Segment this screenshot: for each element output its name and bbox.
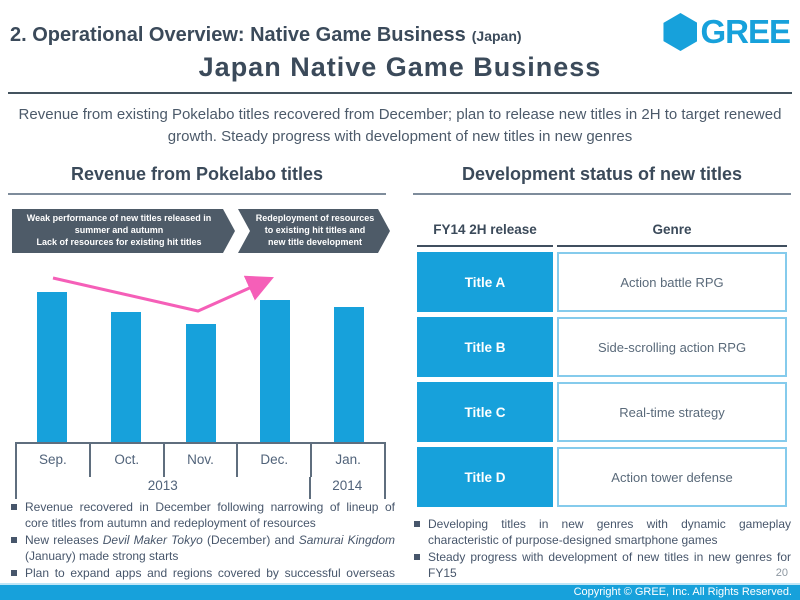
trend-arrow-icon xyxy=(52,275,274,313)
bullet-text: (December) and xyxy=(202,533,299,548)
month-label: Nov. xyxy=(165,444,239,477)
month-label: Jan. xyxy=(335,452,361,467)
left-section-title: Revenue from Pokelabo titles xyxy=(8,164,386,195)
game-title-italic: Samurai Kingdom xyxy=(298,533,395,548)
game-title-italic: Devil Maker Tokyo xyxy=(102,533,203,548)
slide-kicker: 2. Operational Overview: Native Game Bus… xyxy=(10,24,522,47)
x-axis: Sep. Oct. Nov. Dec. Jan. 2013 2014 xyxy=(15,442,386,499)
table-header-row: FY14 2H release Genre xyxy=(417,216,787,247)
kicker-text: 2. Operational Overview: Native Game Bus… xyxy=(10,24,466,46)
bar-group xyxy=(15,265,386,442)
revenue-bar-chart xyxy=(15,265,386,442)
year-label-2014: 2014 xyxy=(332,478,363,493)
table-row: Title C Real-time strategy xyxy=(417,382,787,442)
kicker-suffix: (Japan) xyxy=(471,28,522,44)
table-row: Title A Action battle RPG xyxy=(417,252,787,312)
copyright-bar: Copyright © GREE, Inc. All Rights Reserv… xyxy=(0,583,800,600)
month-label: Oct. xyxy=(91,444,165,477)
page-title: Japan Native Game Business xyxy=(198,52,602,82)
bullet-item: Revenue recovered in December following … xyxy=(10,500,395,531)
genre-cell: Real-time strategy xyxy=(557,382,787,442)
genre-cell: Side-scrolling action RPG xyxy=(557,317,787,377)
new-titles-table: FY14 2H release Genre Title A Action bat… xyxy=(417,216,787,507)
right-bullet-list: Developing titles in new genres with dyn… xyxy=(413,517,791,583)
column-header-release: FY14 2H release xyxy=(417,216,553,247)
bar-oct xyxy=(111,311,142,442)
cause-box: Weak performance of new titles released … xyxy=(12,209,235,253)
cause-line-2: Lack of resources for existing hit title… xyxy=(36,236,202,247)
year-label-2013: 2013 xyxy=(17,477,311,499)
bar-dec xyxy=(259,299,290,442)
lead-paragraph: Revenue from existing Pokelabo titles re… xyxy=(18,106,782,145)
right-section-title: Development status of new titles xyxy=(413,164,791,195)
page-number: 20 xyxy=(775,567,788,579)
genre-cell: Action tower defense xyxy=(557,447,787,507)
bullet-text: Revenue recovered in December following … xyxy=(25,500,395,530)
bullet-item: Steady progress with development of new … xyxy=(413,550,791,581)
title-divider xyxy=(8,92,792,94)
bar-jan xyxy=(333,307,364,442)
effect-text: Redeployment of resources to existing hi… xyxy=(255,213,375,247)
bullet-text: Steady progress with development of new … xyxy=(428,550,791,580)
table-row: Title D Action tower defense xyxy=(417,447,787,507)
genre-cell: Action battle RPG xyxy=(557,252,787,312)
logo-text: GREE xyxy=(700,13,791,50)
effect-arrow-box: Redeployment of resources to existing hi… xyxy=(238,209,390,253)
month-label: Dec. xyxy=(238,444,313,477)
title-cell: Title B xyxy=(417,317,553,377)
cause-effect-banner: Weak performance of new titles released … xyxy=(12,209,390,253)
title-cell: Title C xyxy=(417,382,553,442)
month-label: Sep. xyxy=(17,444,91,477)
month-labels: Sep. Oct. Nov. Dec. Jan. xyxy=(17,442,384,477)
title-cell: Title A xyxy=(417,252,553,312)
bullet-text: Developing titles in new genres with dyn… xyxy=(428,517,791,547)
hexagon-icon xyxy=(663,13,698,51)
table-row: Title B Side-scrolling action RPG xyxy=(417,317,787,377)
cause-line-1: Weak performance of new titles released … xyxy=(26,213,212,236)
copyright-text: Copyright © GREE, Inc. All Rights Reserv… xyxy=(573,586,792,598)
column-header-genre: Genre xyxy=(557,216,787,247)
bullet-item: New releases Devil Maker Tokyo (December… xyxy=(10,533,395,564)
bullet-text: (January) made strong starts xyxy=(25,548,179,563)
bullet-item: Developing titles in new genres with dyn… xyxy=(413,517,791,548)
title-cell: Title D xyxy=(417,447,553,507)
bar-sep xyxy=(37,292,68,442)
year-labels: 2013 2014 xyxy=(17,477,384,499)
bullet-text: New releases xyxy=(25,533,103,548)
gree-logo: GREE xyxy=(663,13,791,51)
bar-nov xyxy=(185,323,216,442)
